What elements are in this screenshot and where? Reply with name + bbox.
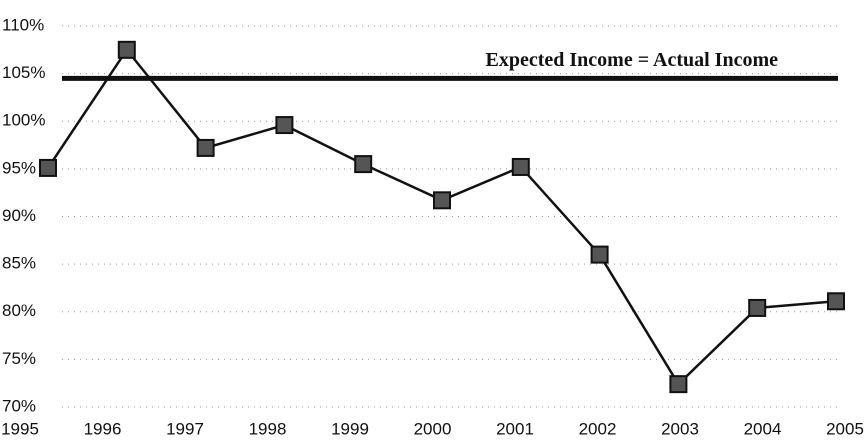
y-tick-label: 80% <box>2 301 36 320</box>
y-tick-label: 110% <box>2 15 44 34</box>
marker <box>669 375 688 394</box>
data-line <box>46 47 837 387</box>
y-tick-label: 90% <box>2 206 36 225</box>
x-tick-label: 2002 <box>579 419 617 438</box>
y-tick-label: 70% <box>2 396 36 415</box>
x-tick-label: 2000 <box>414 419 452 438</box>
x-tick-label: 1996 <box>84 419 122 438</box>
marker <box>275 116 294 135</box>
y-tick-label: 75% <box>2 349 36 368</box>
x-tick-label: 2005 <box>826 419 864 438</box>
x-tick-label: 2001 <box>496 419 534 438</box>
marker <box>196 138 215 157</box>
marker <box>39 158 57 177</box>
x-tick-label: 2004 <box>744 419 782 438</box>
y-tick-label: 85% <box>2 254 36 273</box>
marker <box>433 191 451 210</box>
x-tick-label: 2003 <box>661 419 699 438</box>
marker <box>511 157 530 176</box>
marker <box>748 298 767 317</box>
x-tick-label: 1995 <box>1 419 39 438</box>
y-tick-label: 100% <box>2 111 45 130</box>
x-tick-label: 1997 <box>166 419 204 438</box>
reference-label: Expected Income = Actual Income <box>486 49 779 71</box>
marker <box>354 155 373 174</box>
marker <box>827 292 845 311</box>
y-tick-label: 95% <box>2 158 36 177</box>
x-tick-label: 1998 <box>249 419 287 438</box>
y-tick-label: 105% <box>2 63 45 82</box>
x-tick-label: 1999 <box>331 419 369 438</box>
marker <box>590 245 609 264</box>
marker <box>117 40 136 59</box>
